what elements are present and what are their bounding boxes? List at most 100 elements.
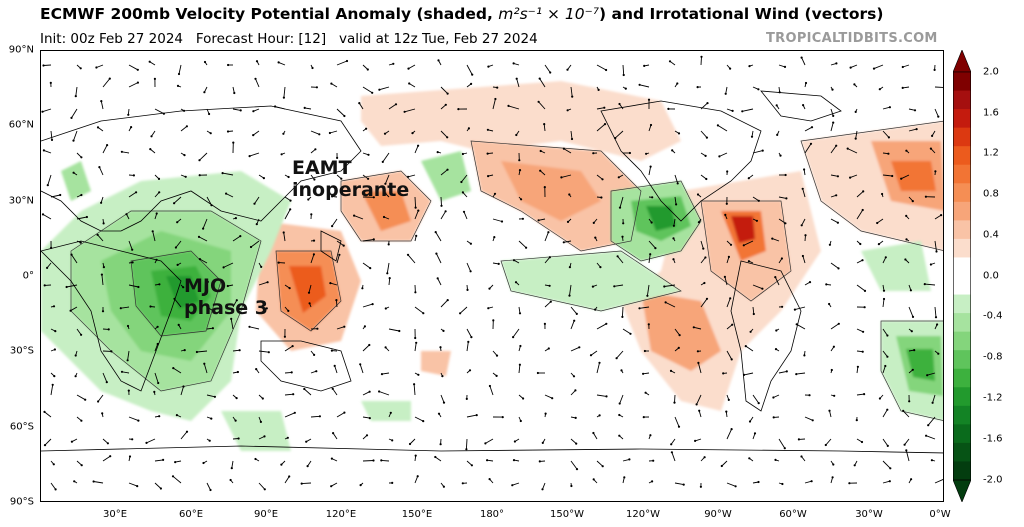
wind-vector-head: [59, 193, 62, 197]
wind-vector-head: [239, 235, 242, 238]
wind-vector: [255, 78, 260, 88]
wind-vector-head: [741, 110, 744, 113]
wind-vector-head: [872, 67, 876, 70]
wind-vector-head: [54, 488, 57, 491]
wind-vector-head: [824, 443, 827, 447]
wind-vector-head: [926, 374, 929, 377]
wind-vector-head: [642, 416, 645, 419]
wind-vector-head: [363, 325, 366, 328]
wind-vector: [724, 276, 728, 286]
wind-vector-head: [300, 482, 303, 485]
wind-vector-head: [913, 349, 916, 352]
wind-vector-head: [487, 65, 490, 68]
wind-vector-head: [837, 322, 840, 325]
wind-vector-head: [747, 260, 751, 263]
wind-vector: [76, 328, 82, 336]
wind-vector-head: [149, 148, 152, 151]
lat-label: 30°N: [8, 195, 34, 207]
wind-vector-head: [901, 65, 904, 69]
wind-vector-head: [290, 371, 293, 374]
wind-vector-head: [198, 159, 201, 162]
wind-vector-head: [282, 96, 285, 99]
wind-vector: [386, 262, 390, 274]
wind-vector-head: [621, 315, 624, 318]
wind-vector-head: [925, 434, 928, 437]
wind-vector-head: [515, 77, 518, 80]
wind-vector: [180, 125, 188, 132]
wind-vector: [570, 86, 573, 97]
wind-vector-head: [96, 126, 100, 129]
wind-vector-head: [638, 307, 641, 310]
wind-vector: [440, 169, 448, 176]
wind-vector-head: [536, 371, 539, 375]
negative-anomaly-shading: [41, 151, 943, 451]
wind-vector-head: [570, 137, 574, 141]
wind-vector-head: [718, 155, 721, 158]
wind-vector-head: [618, 434, 621, 437]
wind-vector-head: [884, 256, 887, 259]
wind-vector: [284, 371, 292, 374]
wind-vector-head: [836, 175, 840, 178]
wind-vector-head: [74, 354, 77, 357]
wind-vector-head: [888, 480, 891, 483]
wind-vector-head: [592, 478, 595, 481]
wind-vector-head: [511, 484, 514, 487]
wind-vector-head: [282, 132, 285, 135]
wind-vector-head: [568, 193, 571, 196]
wind-vector-head: [471, 73, 474, 76]
wind-vector: [778, 438, 786, 449]
wind-vector-head: [378, 390, 381, 393]
wind-vector-head: [211, 327, 214, 330]
wind-vector-head: [292, 393, 295, 396]
wind-vector: [310, 415, 320, 418]
title-units: m²s⁻¹ × 10⁻⁷: [498, 5, 599, 23]
wind-vector-head: [306, 465, 309, 468]
wind-vector: [725, 86, 728, 94]
wind-vector-head: [74, 95, 77, 98]
wind-vector-head: [162, 458, 165, 461]
wind-vector: [50, 384, 54, 396]
wind-vector-head: [465, 397, 468, 400]
wind-vector: [622, 328, 631, 335]
wind-vector-head: [222, 266, 225, 269]
wind-vector-head: [372, 196, 375, 199]
wind-vector-head: [148, 60, 151, 63]
wind-vector-head: [158, 415, 161, 418]
wind-vector: [563, 240, 572, 243]
wind-vector: [882, 328, 888, 336]
wind-vector-head: [293, 411, 296, 414]
wind-vector-head: [136, 68, 139, 71]
wind-vector: [465, 438, 468, 450]
wind-vector-head: [131, 248, 134, 251]
wind-vector-head: [266, 281, 269, 284]
wind-vector-head: [171, 475, 175, 478]
wind-vector: [882, 174, 893, 177]
wind-vector-head: [649, 123, 653, 127]
wind-vector-head: [436, 151, 439, 154]
wind-vector-head: [854, 110, 857, 113]
wind-vector-head: [422, 312, 425, 315]
wind-vector-head: [810, 126, 814, 129]
wind-vector-head: [226, 284, 229, 288]
wind-vector-head: [887, 152, 890, 155]
wind-vector: [673, 218, 676, 226]
wind-vector-head: [886, 408, 889, 411]
wind-vector-head: [598, 361, 601, 364]
wind-vector-head: [127, 113, 130, 116]
wind-vector-head: [318, 415, 321, 418]
wind-vector-head: [444, 103, 447, 106]
wind-vector-head: [562, 147, 566, 150]
wind-vector-head: [384, 307, 387, 310]
wind-vector: [437, 278, 442, 286]
wind-vector-head: [495, 374, 498, 377]
wind-vector: [925, 435, 936, 440]
wind-vector-head: [775, 329, 778, 332]
wind-vector: [230, 318, 234, 330]
wind-vector-head: [380, 459, 383, 462]
wind-vector-head: [367, 153, 370, 156]
wind-vector: [382, 152, 390, 163]
wind-vector-head: [387, 243, 390, 246]
wind-vector-head: [605, 395, 608, 398]
wind-vector: [76, 216, 87, 220]
wind-vector: [801, 218, 806, 226]
